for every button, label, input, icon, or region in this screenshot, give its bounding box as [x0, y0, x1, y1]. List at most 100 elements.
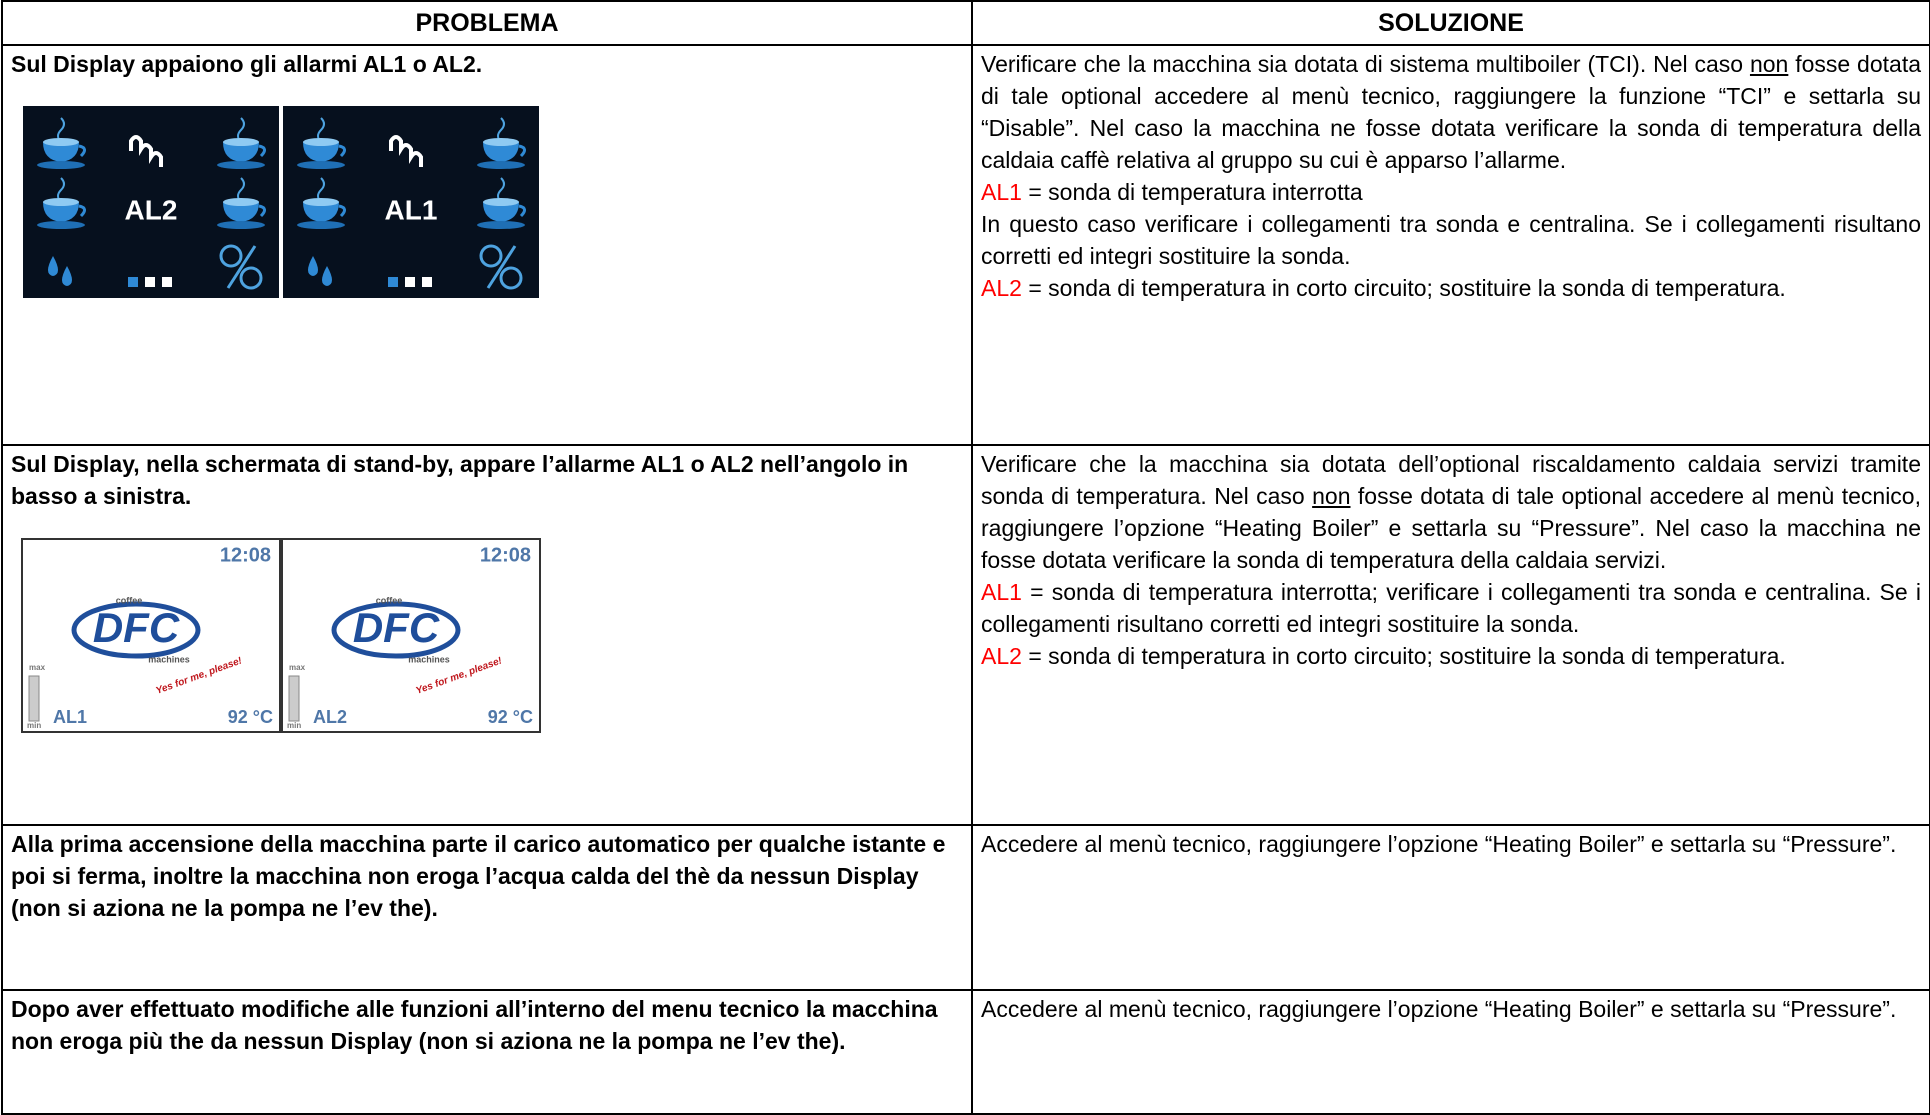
handle [518, 204, 526, 218]
text: = sonda di temperatura interrotta; verif… [981, 579, 1921, 637]
solution-paragraph: Verificare che la macchina sia dotata di… [981, 48, 1921, 176]
header-cell: PROBLEMA [1, 0, 973, 46]
page-dot [422, 277, 432, 287]
handle [258, 204, 266, 218]
logo-top: coffee [376, 595, 403, 605]
play-icon [479, 244, 503, 268]
cup [483, 142, 519, 162]
cup-top [43, 198, 79, 206]
play-icon [219, 244, 243, 268]
saucer [217, 161, 265, 169]
gauge-max: max [289, 663, 306, 672]
gauge-min: min [27, 721, 41, 730]
text: = sonda di temperatura interrotta [1021, 179, 1363, 205]
display-screen: AL2 [23, 106, 279, 298]
slash [486, 245, 517, 289]
cup-top [223, 198, 259, 206]
solution-paragraph: AL1 = sonda di temperatura interrotta; v… [981, 576, 1921, 640]
problem-cell: Sul Display, nella schermata di stand-by… [1, 444, 973, 826]
problem-text: Sul Display, nella schermata di stand-by… [11, 451, 909, 509]
alarm-code: AL1 [385, 194, 438, 225]
text: Verificare che la macchina sia dotata de… [981, 451, 1921, 509]
page-dot [162, 277, 172, 287]
solution-paragraph: Accedere al menù tecnico, raggiungere l’… [981, 828, 1921, 860]
alarm-code: AL2 [981, 643, 1022, 669]
table-row: Alla prima accensione della macchina par… [1, 824, 1930, 991]
page-dot [128, 277, 138, 287]
saucer [477, 221, 525, 229]
cup-icon [297, 177, 346, 229]
table-row: Dopo aver effettuato modifiche alle funz… [1, 989, 1930, 1115]
logo: DFC [93, 604, 180, 651]
gauge-min: min [287, 721, 301, 730]
solution-paragraph: Accedere al menù tecnico, raggiungere l’… [981, 993, 1921, 1025]
cup [223, 142, 259, 162]
cup [223, 202, 259, 222]
text: Verificare che la macchina sia dotata di… [981, 51, 1750, 77]
level-gauge [28, 675, 40, 722]
water-drop [308, 256, 332, 286]
page-dot [405, 277, 415, 287]
display-images: 12:08 coffee DFC machines Yes for me, please… [21, 538, 963, 733]
solution-cell: Accedere al menù tecnico, raggiungere l’… [971, 989, 1930, 1115]
cup-icon [477, 117, 526, 169]
header-cell: SOLUZIONE [971, 0, 1930, 46]
cup-top [303, 198, 339, 206]
text: Accedere al menù tecnico, raggiungere l’… [981, 996, 1897, 1022]
handle [518, 144, 526, 158]
alarm-code: AL1 [981, 579, 1022, 605]
problem-cell: Sul Display appaiono gli allarmi AL1 o A… [1, 44, 973, 446]
display-images: AL2 AL1 [23, 106, 963, 298]
text: = sonda di temperatura in corto circuito… [1021, 643, 1786, 669]
saucer [297, 161, 345, 169]
clock: 12:08 [220, 544, 271, 566]
cup-icon [37, 177, 86, 229]
text: Accedere al menù tecnico, raggiungere l’… [981, 831, 1897, 857]
emphasis: non [1312, 483, 1351, 509]
cup-icon [217, 177, 266, 229]
logo: DFC [353, 604, 440, 651]
alarm-code: AL2 [313, 707, 347, 727]
problem-text: Sul Display appaiono gli allarmi AL1 o A… [11, 51, 483, 77]
saucer [37, 161, 85, 169]
alarm-code: AL1 [53, 707, 87, 727]
alarm-code: AL1 [981, 179, 1022, 205]
cup-top [223, 138, 259, 146]
clock: 12:08 [480, 544, 531, 566]
level-gauge [288, 675, 300, 722]
cup [303, 142, 339, 162]
solution-cell: Accedere al menù tecnico, raggiungere l’… [971, 824, 1930, 991]
cup-icon [297, 117, 346, 169]
cup-icon [37, 117, 86, 169]
handle [258, 144, 266, 158]
table-row: Sul Display, nella schermata di stand-by… [1, 444, 1930, 826]
solution-paragraph: AL2 = sonda di temperatura in corto circ… [981, 640, 1921, 672]
saucer [37, 221, 85, 229]
cup [43, 142, 79, 162]
table-row: Sul Display appaiono gli allarmi AL1 o A… [1, 44, 1930, 446]
alarm-code: AL2 [125, 194, 178, 225]
logo-bottom: machines [408, 654, 450, 664]
handle [78, 144, 86, 158]
logo-bottom: machines [148, 654, 190, 664]
problem-cell: Alla prima accensione della macchina par… [1, 824, 973, 991]
saucer [297, 221, 345, 229]
stop-icon [499, 266, 523, 290]
solution-cell: Verificare che la macchina sia dotata de… [971, 444, 1930, 826]
cup [43, 202, 79, 222]
logo-swoosh [331, 601, 461, 659]
cup [483, 202, 519, 222]
gauge-max: max [29, 663, 46, 672]
solution-paragraph: Verificare che la macchina sia dotata de… [981, 448, 1921, 576]
cup-top [483, 198, 519, 206]
handle [78, 204, 86, 218]
water-drop [48, 256, 72, 286]
heater-icon [129, 135, 163, 167]
cup-top [303, 138, 339, 146]
problem-text: Alla prima accensione della macchina par… [11, 831, 946, 921]
slash [226, 245, 257, 289]
text: fosse dotata di tale optional accedere a… [981, 51, 1921, 173]
stop-icon [239, 266, 263, 290]
